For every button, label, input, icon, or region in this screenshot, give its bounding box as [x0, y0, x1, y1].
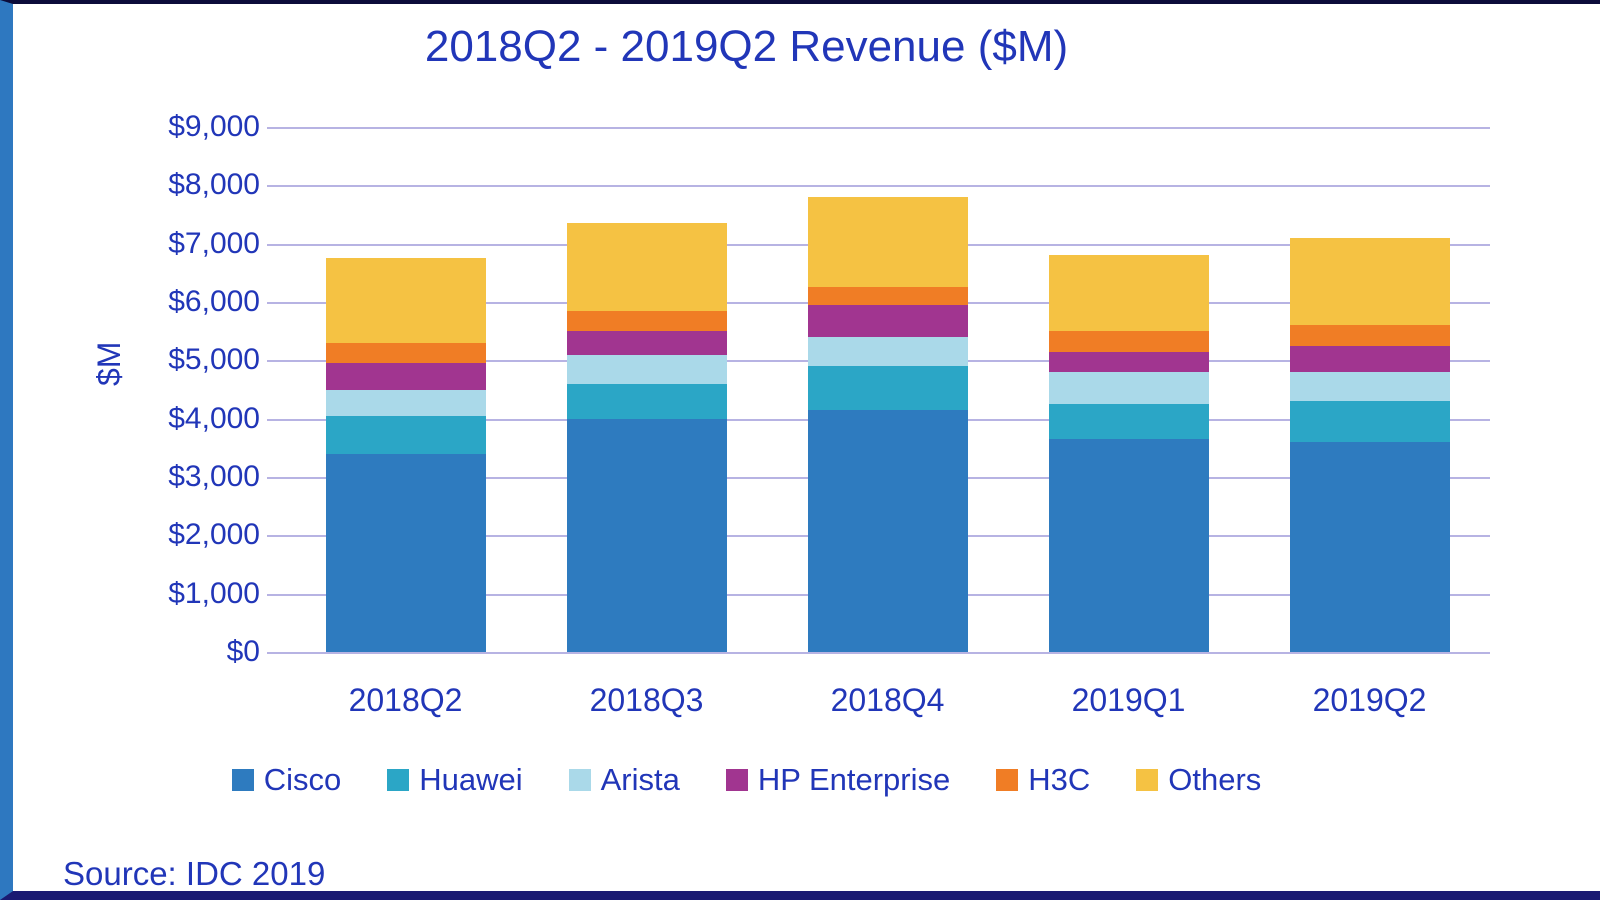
legend-item-huawei: Huawei [387, 762, 523, 798]
bar-segment-h3c [807, 287, 968, 305]
x-axis-label: 2018Q4 [830, 682, 945, 718]
x-axis-label: 2019Q2 [1312, 682, 1427, 718]
legend-swatch [568, 769, 591, 791]
bar-segment-cisco [1048, 439, 1209, 652]
legend-item-arista: Arista [568, 762, 680, 798]
bar-segment-others [325, 258, 486, 343]
y-tick-label: $2,000 [168, 518, 260, 552]
bar-segment-cisco [566, 418, 727, 652]
y-tick-label: $1,000 [168, 576, 260, 610]
bar-segment-arista [807, 337, 968, 367]
bar-segment-others [1048, 255, 1209, 332]
source-note: Source: IDC 2019 [63, 855, 326, 892]
bar-segment-hp-enterprise [566, 331, 727, 355]
y-tick-label: $8,000 [168, 168, 260, 202]
legend-item-cisco: Cisco [231, 762, 342, 798]
gridline [267, 127, 1490, 129]
legend-swatch [231, 769, 254, 791]
legend-label: H3C [1028, 762, 1091, 797]
bar-segment-huawei [807, 366, 968, 410]
bar-segment-hp-enterprise [807, 304, 968, 337]
bar-2019Q1 [1048, 255, 1209, 652]
bar-segment-hp-enterprise [1048, 351, 1209, 372]
bar-segment-huawei [325, 415, 486, 454]
y-tick-label: $4,000 [168, 401, 260, 435]
legend-swatch [1136, 769, 1159, 791]
bar-segment-others [1289, 237, 1450, 326]
legend-label: Cisco [263, 762, 342, 797]
x-axis-label: 2018Q3 [589, 682, 704, 718]
legend-swatch [387, 769, 410, 791]
plot-area [267, 127, 1490, 654]
legend-item-h3c: H3C [996, 762, 1090, 798]
legend-item-others: Others [1136, 762, 1261, 798]
bar-2018Q3 [566, 223, 727, 652]
bar-segment-hp-enterprise [1289, 345, 1450, 372]
bar-segment-huawei [1048, 404, 1209, 440]
bar-segment-h3c [566, 310, 727, 332]
bar-segment-h3c [1289, 325, 1450, 346]
bar-segment-h3c [1048, 331, 1209, 352]
x-axis-label: 2018Q2 [348, 682, 463, 718]
bar-2019Q2 [1289, 237, 1450, 652]
legend-label: HP Enterprise [757, 762, 951, 797]
gridline [267, 652, 1490, 654]
y-tick-label: $3,000 [168, 460, 260, 493]
legend-item-hp-enterprise: HP Enterprise [725, 762, 951, 798]
gridline [267, 185, 1490, 188]
chart-title: 2018Q2 - 2019Q2 Revenue ($M) [424, 22, 1069, 71]
bar-segment-arista [1048, 372, 1209, 405]
bar-segment-cisco [807, 409, 968, 652]
bar-segment-others [566, 223, 727, 311]
bar-segment-cisco [1289, 442, 1450, 652]
legend-label: Arista [600, 762, 680, 797]
bar-segment-hp-enterprise [325, 363, 486, 390]
legend-swatch [725, 769, 748, 791]
legend-swatch [996, 769, 1019, 791]
bar-segment-arista [566, 354, 727, 384]
bar-segment-arista [1289, 372, 1450, 402]
y-tick-label: $7,000 [168, 226, 260, 260]
y-tick-label: $9,000 [168, 110, 260, 143]
bar-segment-cisco [325, 453, 486, 652]
bar-segment-arista [325, 389, 486, 416]
y-tick-label: $0 [226, 635, 260, 668]
y-tick-label: $6,000 [168, 285, 260, 318]
legend-label: Huawei [419, 762, 523, 797]
x-axis-label: 2019Q1 [1071, 682, 1186, 718]
bar-segment-huawei [566, 383, 727, 419]
bar-segment-h3c [325, 342, 486, 364]
legend-label: Others [1168, 762, 1262, 797]
legend: Cisco Huawei Arista HP Enterprise H3C Others [13, 762, 1480, 798]
bar-segment-others [807, 197, 968, 288]
bar-segment-huawei [1289, 401, 1450, 442]
bar-2018Q4 [807, 197, 968, 652]
y-tick-label: $5,000 [168, 343, 260, 377]
bar-2018Q2 [325, 258, 486, 652]
